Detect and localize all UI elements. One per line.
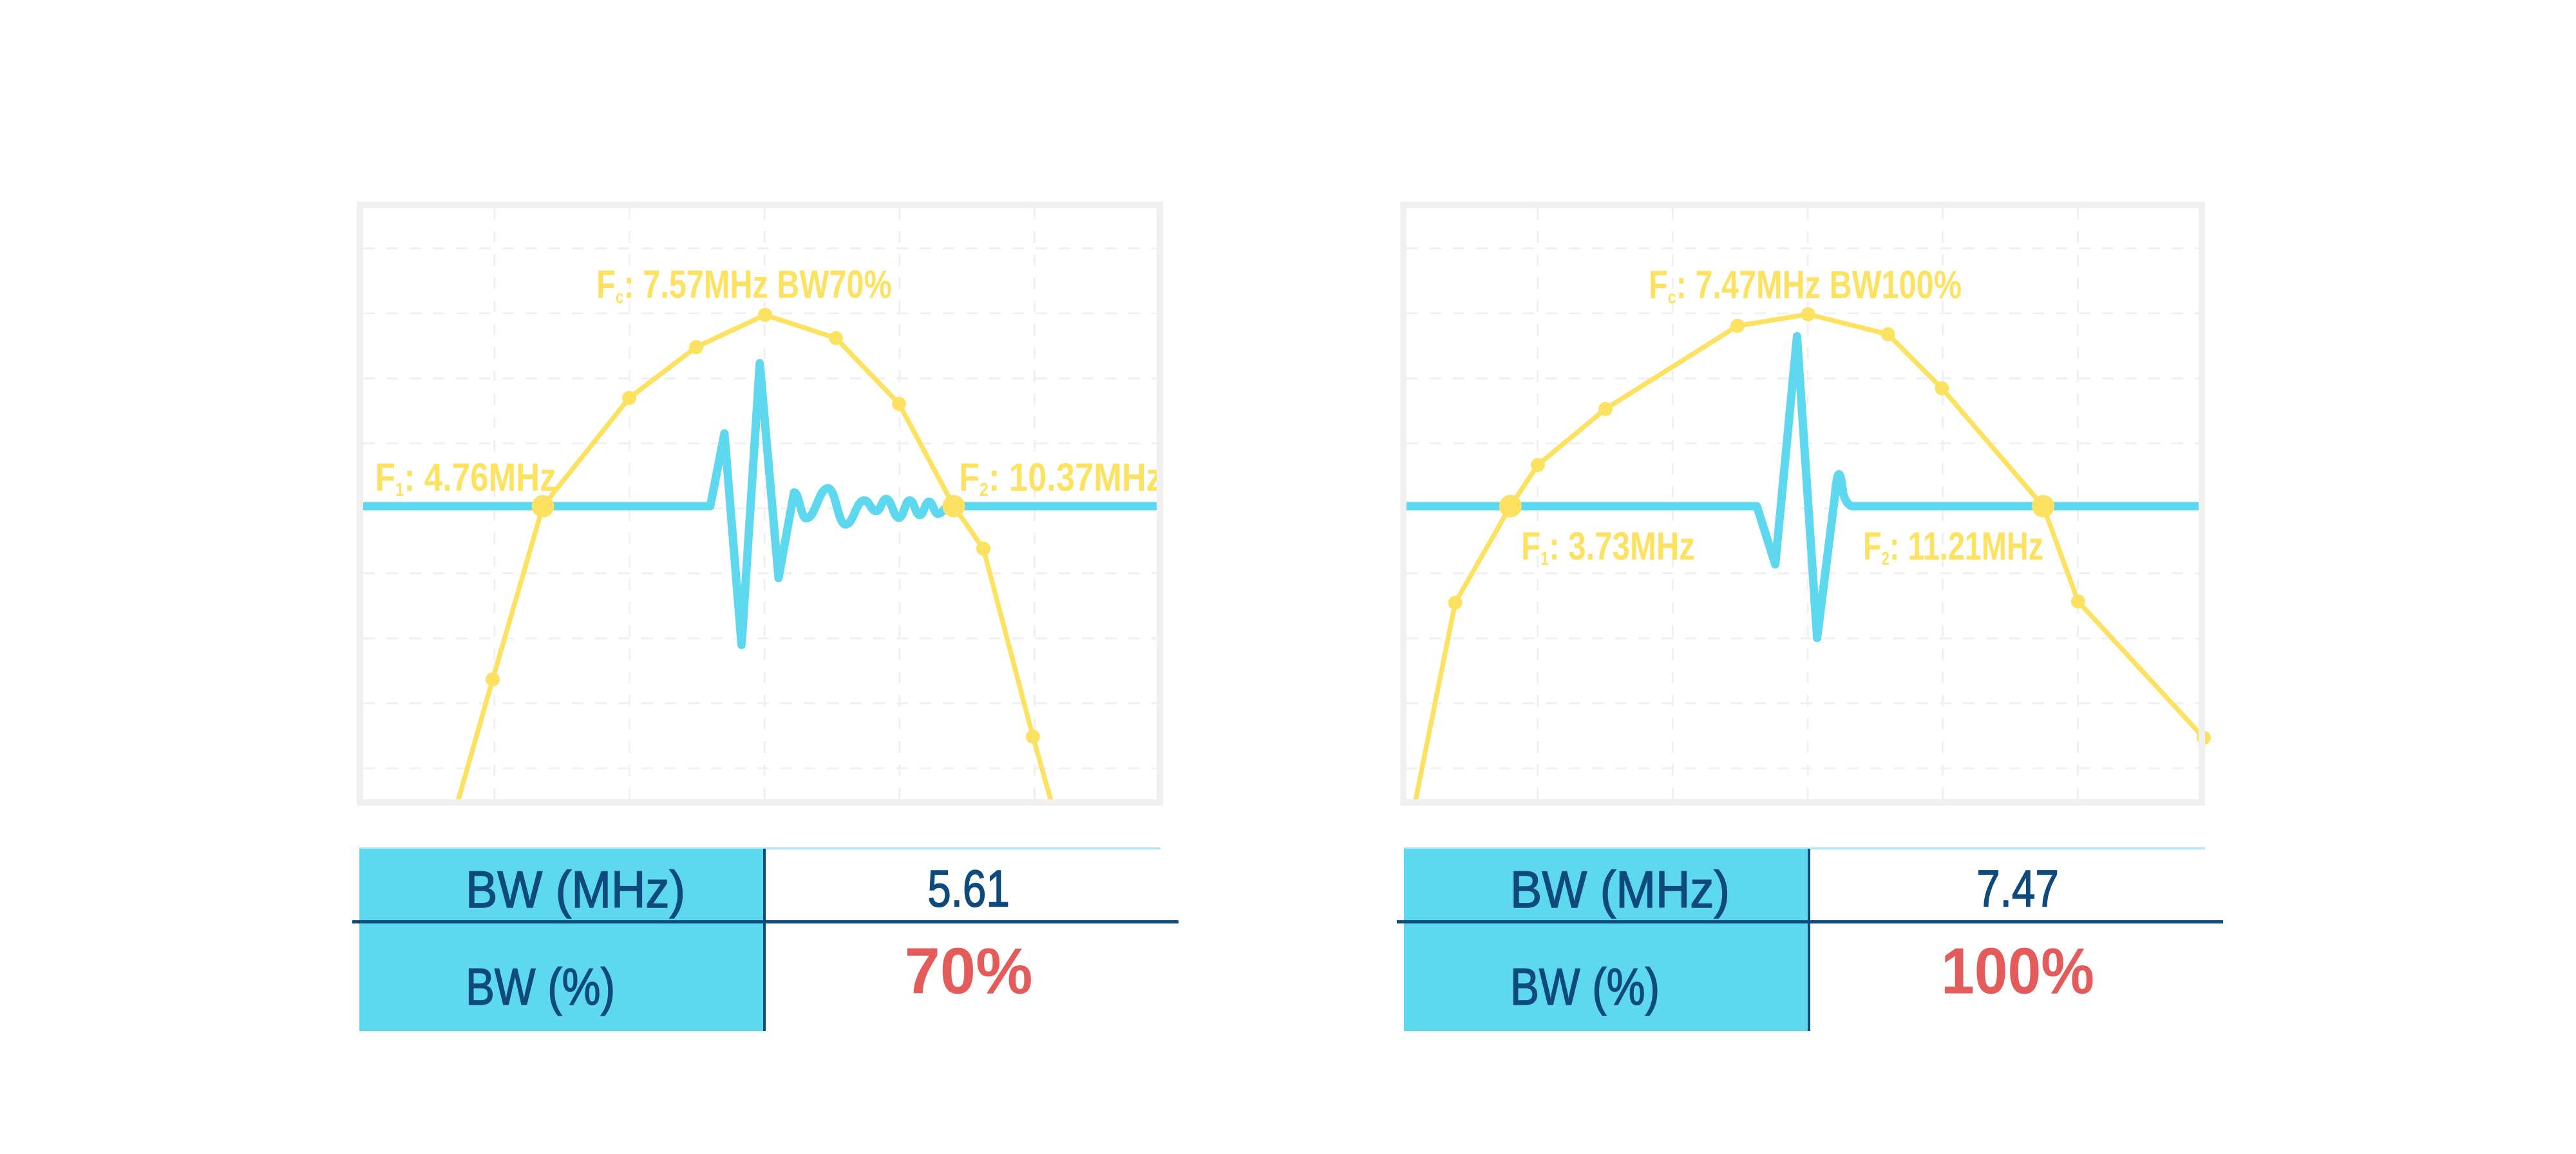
svg-text:F: F [1649, 263, 1668, 307]
svg-text:100%: 100% [1941, 936, 2094, 1008]
svg-text:c: c [616, 287, 624, 308]
svg-text:c: c [1668, 287, 1676, 308]
svg-text:: 4.76MHz: : 4.76MHz [404, 455, 556, 499]
svg-text:BW (MHz): BW (MHz) [466, 861, 685, 919]
svg-text:F: F [375, 455, 395, 499]
svg-text:1: 1 [395, 480, 404, 500]
svg-text:70%: 70% [905, 936, 1033, 1008]
svg-text:: 11.21MHz: : 11.21MHz [1889, 524, 2043, 568]
svg-text:BW (%): BW (%) [1510, 958, 1660, 1016]
svg-text:2: 2 [980, 480, 989, 500]
svg-text:F: F [596, 263, 616, 307]
svg-text:1: 1 [1540, 549, 1549, 569]
svg-text:2: 2 [1882, 549, 1889, 569]
svg-text:F: F [959, 455, 980, 499]
svg-text:F: F [1863, 524, 1882, 568]
svg-text:BW (%): BW (%) [466, 958, 615, 1016]
svg-text:BW (MHz): BW (MHz) [1510, 861, 1730, 919]
svg-text:: 7.57MHz BW70%: : 7.57MHz BW70% [624, 263, 892, 307]
svg-text:: 10.37MHz: : 10.37MHz [989, 455, 1163, 499]
svg-text:7.47: 7.47 [1976, 860, 2059, 918]
svg-text:5.61: 5.61 [927, 860, 1010, 918]
svg-text:F: F [1521, 524, 1540, 568]
svg-text:: 7.47MHz BW100%: : 7.47MHz BW100% [1676, 263, 1962, 307]
svg-text:: 3.73MHz: : 3.73MHz [1549, 524, 1695, 568]
